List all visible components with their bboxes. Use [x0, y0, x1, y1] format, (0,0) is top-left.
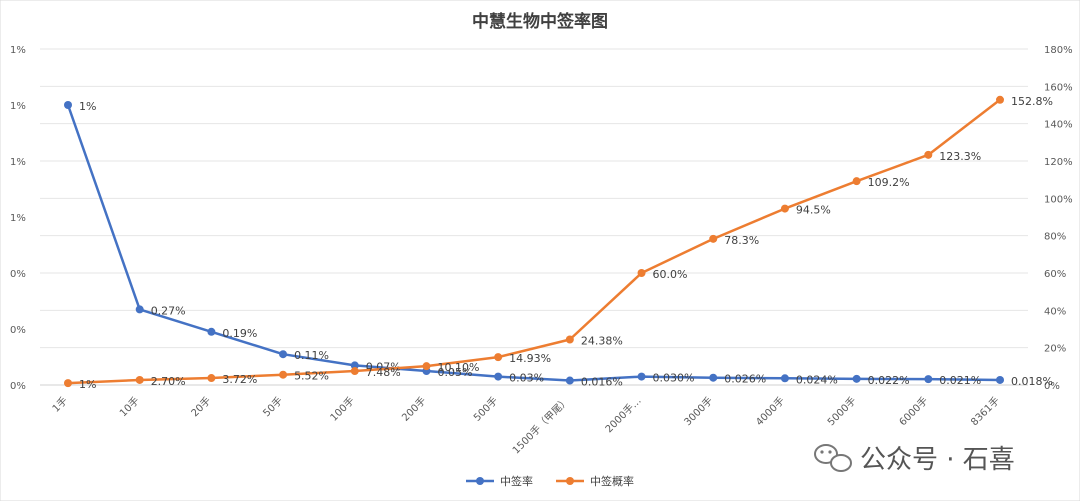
data-point [494, 372, 503, 381]
data-point [207, 327, 216, 336]
data-label: 60.0% [653, 268, 688, 281]
legend-marker [476, 477, 484, 485]
right-tick-label: 140% [1044, 120, 1073, 131]
right-tick-label: 0% [1044, 381, 1060, 392]
data-point [780, 374, 789, 383]
data-label: 0.022% [868, 374, 910, 387]
data-point [852, 374, 861, 383]
right-tick-label: 60% [1044, 269, 1066, 280]
data-label: 0.030% [653, 372, 695, 385]
right-tick-label: 120% [1044, 157, 1073, 168]
data-label: 7.48% [366, 366, 401, 379]
data-point [565, 376, 574, 385]
data-point [996, 95, 1004, 104]
left-tick-label: 0% [10, 269, 26, 280]
data-point [709, 234, 718, 243]
series-layer: 1%0.27%0.19%0.11%0.07% 0.05% 0.03% 0.016% 0.… [64, 95, 1053, 391]
data-point [207, 374, 216, 383]
data-point [996, 375, 1004, 384]
legend-marker [566, 477, 574, 485]
right-axis-ticks: 0% 20% 40% 60% 80% 100% 120% 140% 160% 180% [1044, 45, 1073, 392]
right-tick-label: 40% [1044, 306, 1066, 317]
right-tick-label: 160% [1044, 82, 1073, 93]
data-point [422, 362, 431, 371]
data-point [924, 150, 933, 159]
chart-title: 中慧生物中签率图 [472, 11, 608, 32]
left-tick-label: 0% [10, 325, 26, 336]
data-label: 14.93% [509, 352, 551, 365]
left-tick-label: 1% [10, 157, 26, 168]
wechat-icon [814, 444, 852, 472]
data-label: 0.03% [509, 372, 544, 385]
data-label: 0.27% [151, 304, 186, 317]
data-point [852, 177, 861, 186]
data-point [279, 350, 288, 359]
left-tick-label: 0% [10, 381, 26, 392]
data-label: 152.8% [1011, 95, 1053, 108]
data-label: 0.11% [294, 349, 329, 362]
data-label: 5.52% [294, 370, 329, 383]
data-point [565, 335, 574, 344]
data-label: 10.10% [437, 361, 479, 374]
data-point [350, 361, 359, 370]
right-tick-label: 80% [1044, 232, 1066, 243]
right-tick-label: 180% [1044, 45, 1073, 56]
data-point [709, 373, 718, 382]
data-label: 94.5% [796, 204, 831, 217]
data-point [924, 375, 933, 384]
data-point [637, 372, 646, 381]
series-line [66, 104, 1001, 382]
data-label: 0.016% [581, 376, 623, 389]
data-point [350, 367, 359, 376]
watermark: 公众号 · 石喜 [814, 444, 1015, 475]
data-label: 78.3% [724, 234, 759, 247]
data-label: 0.05% [437, 366, 472, 379]
data-label: 0.19% [222, 327, 257, 340]
left-tick-label: 1% [10, 213, 26, 224]
data-label: 109.2% [868, 176, 910, 189]
data-label: 123.3% [939, 150, 981, 163]
data-label: 0.018% [1011, 375, 1053, 388]
right-tick-label: 100% [1044, 194, 1073, 205]
data-label: 24.38% [581, 334, 623, 347]
data-point [64, 379, 72, 388]
left-axis-ticks: 0% 0% 0% 1% 1% 1% 1% [10, 45, 26, 392]
data-point [279, 370, 288, 379]
legend-label: 中签率 [500, 474, 533, 488]
left-tick-label: 1% [10, 45, 26, 56]
data-point [64, 101, 72, 109]
data-label: 2.70% [151, 375, 186, 388]
legend-label: 中签概率 [590, 474, 634, 488]
data-point [135, 305, 144, 314]
data-point [780, 204, 789, 213]
series-line [67, 98, 1001, 385]
data-label: 1% [79, 100, 96, 113]
data-point [135, 375, 144, 384]
data-label: 1% [79, 378, 96, 391]
data-label: 0.024% [796, 373, 838, 386]
data-label: 0.026% [724, 373, 766, 386]
data-point [494, 353, 503, 362]
right-tick-label: 20% [1044, 344, 1066, 355]
data-label: 3.72% [222, 373, 257, 386]
data-label: 0.021% [939, 374, 981, 387]
data-point [637, 269, 646, 277]
left-tick-label: 1% [10, 101, 26, 112]
legend: 中签率 中签概率 [466, 474, 634, 488]
watermark-text: 公众号 · 石喜 [860, 445, 1015, 475]
